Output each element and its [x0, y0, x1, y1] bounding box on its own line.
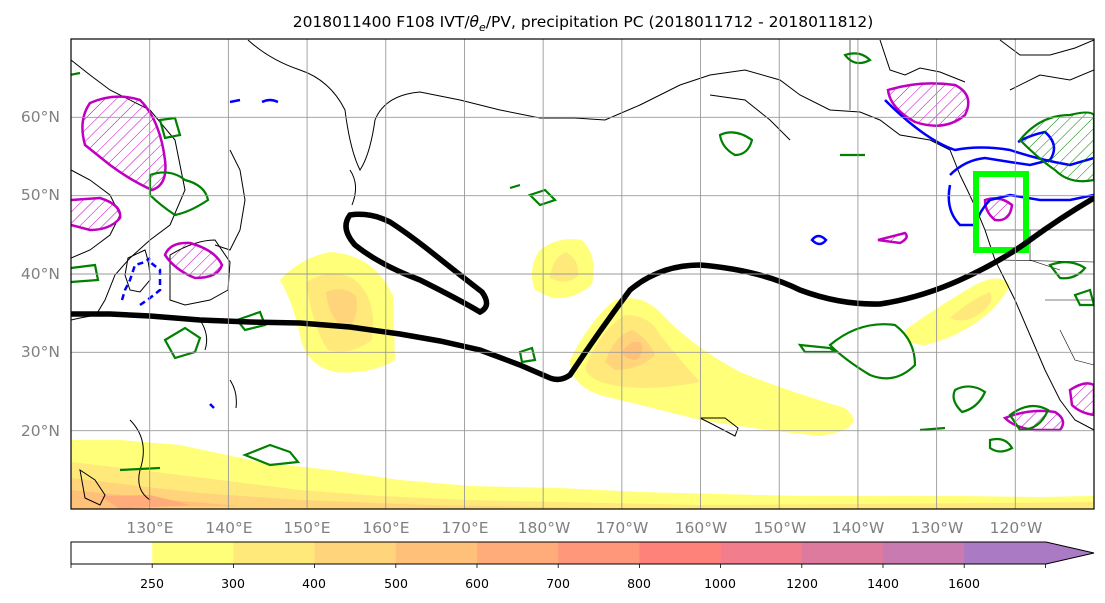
lon-label: 180°W: [518, 519, 571, 537]
colorbar-box: [883, 542, 965, 564]
target-box: [973, 171, 1029, 253]
lon-label: 160°W: [675, 519, 728, 537]
colorbar-tick-label: 800: [627, 576, 651, 591]
colorbar-tick-label: 400: [302, 576, 326, 591]
colorbar-box: [639, 542, 722, 564]
lon-label: 140°E: [205, 519, 252, 537]
colorbar-labels: 250 300 400 500 600 700 800 1000 1200 14…: [140, 576, 980, 591]
colorbar-box: [964, 542, 1094, 564]
lat-label: 30°N: [21, 343, 60, 361]
lat-label: 50°N: [21, 186, 60, 204]
colorbar-box: [558, 542, 640, 564]
colorbar-tick-label: 1600: [948, 576, 980, 591]
lon-label: 170°W: [596, 519, 649, 537]
chart-title: 2018011400 F108 IVT/θe/PV, precipitation…: [293, 13, 874, 34]
lon-label: 150°E: [283, 519, 330, 537]
colorbar-box: [71, 542, 153, 564]
colorbar-box: [801, 542, 884, 564]
ivt-shading: [71, 239, 1094, 509]
colorbar-box: [152, 542, 234, 564]
lon-label: 170°E: [441, 519, 488, 537]
colorbar-tick-label: 500: [384, 576, 408, 591]
lat-label: 40°N: [21, 265, 60, 283]
colorbar-box: [395, 542, 478, 564]
colorbar-box: [314, 542, 397, 564]
map-frame: [70, 38, 1095, 510]
lon-label: 120°W: [990, 519, 1043, 537]
lon-label: 140°W: [832, 519, 885, 537]
colorbar-box: [233, 542, 316, 564]
colorbar-tick-label: 1200: [786, 576, 818, 591]
colorbar-tick-label: 700: [546, 576, 570, 591]
gridlines: [71, 39, 1094, 509]
coastlines: [71, 39, 1094, 506]
lon-label: 150°W: [754, 519, 807, 537]
colorbar-tick-label: 250: [140, 576, 164, 591]
map-panel: [71, 39, 1094, 509]
pv-contours: [71, 82, 1094, 432]
lon-label: 130°W: [911, 519, 964, 537]
lon-label: 160°E: [362, 519, 409, 537]
colorbar-tick-label: 1000: [704, 576, 736, 591]
ivt-contours: [71, 195, 1094, 383]
lat-labels: 60°N 50°N 40°N 30°N 20°N: [21, 108, 60, 440]
lat-label: 20°N: [21, 422, 60, 440]
lon-label: 130°E: [126, 519, 173, 537]
colorbar-tick-label: 300: [221, 576, 245, 591]
colorbar-tick-label: 600: [465, 576, 489, 591]
colorbar-box: [477, 542, 559, 564]
lat-label: 60°N: [21, 108, 60, 126]
colorbar-frame: [70, 541, 1095, 565]
colorbar-tick-label: 1400: [867, 576, 899, 591]
colorbar-box: [720, 542, 803, 564]
colorbar-boxes: [71, 542, 1094, 564]
colorbar-ticks: [70, 564, 1046, 568]
colorbar: 250 300 400 500 600 700 800 1000 1200 14…: [70, 541, 1095, 591]
lon-labels: 130°E 140°E 150°E 160°E 170°E 180°W 170°…: [126, 519, 1042, 537]
